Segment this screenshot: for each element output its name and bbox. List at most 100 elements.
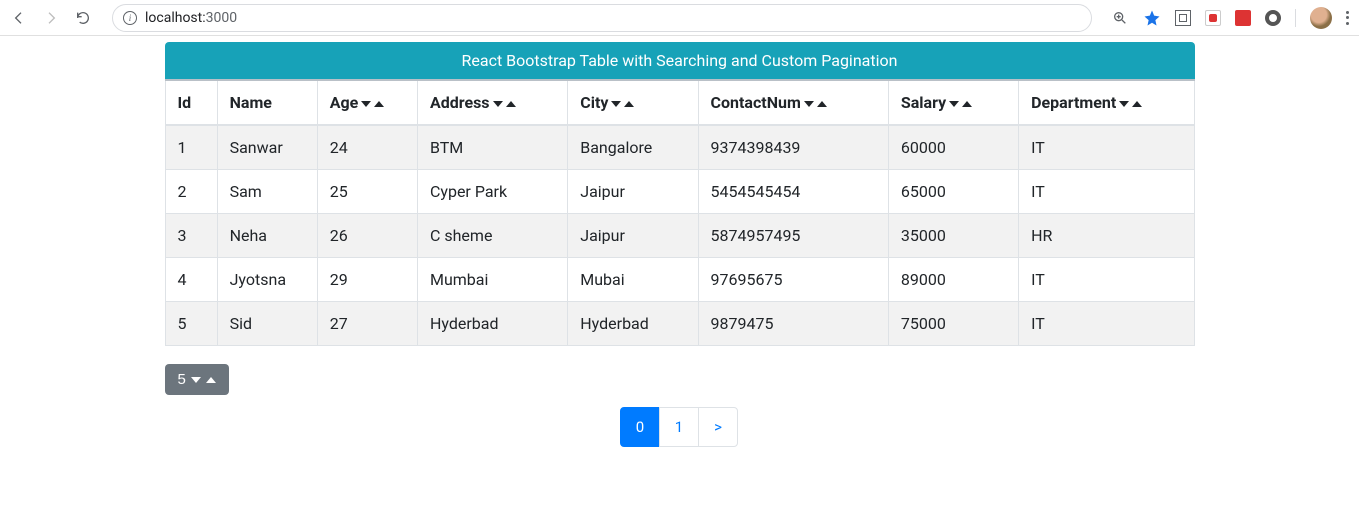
table-cell: 1	[165, 125, 217, 170]
table-cell: Cyper Park	[417, 170, 567, 214]
table-cell: IT	[1019, 258, 1194, 302]
url-text: localhost:3000	[145, 10, 237, 26]
table-cell: Hyderbad	[568, 302, 698, 346]
table-cell: Mumbai	[417, 258, 567, 302]
bookmark-star-icon[interactable]	[1143, 9, 1161, 27]
table-cell: 97695675	[698, 258, 888, 302]
table-cell: 3	[165, 214, 217, 258]
caret-up-icon	[962, 101, 972, 107]
sort-icons	[804, 101, 827, 107]
page-size-value: 5	[178, 371, 186, 388]
table-cell: IT	[1019, 170, 1194, 214]
table-cell: BTM	[417, 125, 567, 170]
column-label: Id	[178, 93, 192, 112]
reload-button[interactable]	[74, 9, 92, 27]
column-header[interactable]: Salary	[888, 80, 1018, 125]
table-cell: Bangalore	[568, 125, 698, 170]
table-row: 2Sam25Cyper ParkJaipur545454545465000IT	[165, 170, 1194, 214]
table-row: 1Sanwar24BTMBangalore937439843960000IT	[165, 125, 1194, 170]
column-label: City	[580, 93, 608, 112]
table-cell: 9374398439	[698, 125, 888, 170]
pagination-page[interactable]: 1	[659, 407, 699, 447]
caret-down-icon	[804, 101, 814, 107]
sort-icons	[493, 101, 516, 107]
url-bar[interactable]: i localhost:3000	[112, 4, 1092, 32]
sort-icons	[949, 101, 972, 107]
table-cell: 65000	[888, 170, 1018, 214]
table-cell: IT	[1019, 302, 1194, 346]
table-cell: Hyderbad	[417, 302, 567, 346]
caret-down-icon	[191, 377, 201, 383]
caret-up-icon	[206, 377, 216, 383]
sort-icons	[611, 101, 634, 107]
caret-down-icon	[949, 101, 959, 107]
column-header[interactable]: Age	[317, 80, 417, 125]
column-header[interactable]: Address	[417, 80, 567, 125]
site-info-icon[interactable]: i	[123, 11, 137, 25]
extension-icon[interactable]	[1235, 10, 1251, 26]
table-cell: Jyotsna	[217, 258, 317, 302]
table-cell: Neha	[217, 214, 317, 258]
page-content: React Bootstrap Table with Searching and…	[165, 42, 1195, 477]
column-header[interactable]: Department	[1019, 80, 1194, 125]
table-cell: 2	[165, 170, 217, 214]
forward-button[interactable]	[42, 9, 60, 27]
caret-up-icon	[1132, 101, 1142, 107]
table-row: 5Sid27HyderbadHyderbad987947575000IT	[165, 302, 1194, 346]
pagination-next[interactable]: >	[698, 407, 738, 447]
table-cell: 29	[317, 258, 417, 302]
table-cell: Jaipur	[568, 170, 698, 214]
column-label: Age	[330, 93, 359, 112]
column-label: Name	[230, 93, 272, 112]
profile-avatar[interactable]	[1310, 7, 1332, 29]
caret-up-icon	[817, 101, 827, 107]
table-row: 4Jyotsna29MumbaiMubai9769567589000IT	[165, 258, 1194, 302]
caret-up-icon	[374, 101, 384, 107]
table-cell: Sid	[217, 302, 317, 346]
page-size-dropdown[interactable]: 5	[165, 364, 229, 395]
caret-down-icon	[1119, 101, 1129, 107]
table-cell: 25	[317, 170, 417, 214]
table-cell: 5874957495	[698, 214, 888, 258]
pagination-page[interactable]: 0	[620, 407, 660, 447]
extension-icon[interactable]	[1205, 10, 1221, 26]
table-cell: 60000	[888, 125, 1018, 170]
sort-icons	[1119, 101, 1142, 107]
column-label: Department	[1031, 93, 1116, 112]
table-cell: 89000	[888, 258, 1018, 302]
caret-down-icon	[611, 101, 621, 107]
caret-down-icon	[493, 101, 503, 107]
table-cell: 35000	[888, 214, 1018, 258]
sort-icons	[361, 101, 384, 107]
column-label: Address	[430, 93, 490, 112]
column-header[interactable]: ContactNum	[698, 80, 888, 125]
zoom-icon[interactable]	[1111, 9, 1129, 27]
table-cell: HR	[1019, 214, 1194, 258]
extension-icon[interactable]	[1265, 10, 1281, 26]
table-cell: 26	[317, 214, 417, 258]
data-table: Id Name Age Address City ContactNum Salary Depa…	[165, 79, 1195, 346]
caret-up-icon	[506, 101, 516, 107]
table-cell: 5454545454	[698, 170, 888, 214]
table-cell: Mubai	[568, 258, 698, 302]
column-header: Name	[217, 80, 317, 125]
browser-menu-icon[interactable]	[1346, 11, 1349, 25]
page-title: React Bootstrap Table with Searching and…	[165, 42, 1195, 79]
table-cell: Sam	[217, 170, 317, 214]
table-cell: 24	[317, 125, 417, 170]
toolbar-right	[1111, 7, 1349, 29]
column-label: ContactNum	[711, 93, 801, 112]
pagination: 01>	[165, 407, 1195, 447]
column-header[interactable]: City	[568, 80, 698, 125]
table-cell: 27	[317, 302, 417, 346]
toolbar-divider	[1295, 9, 1296, 27]
table-row: 3Neha26C shemeJaipur587495749535000HR	[165, 214, 1194, 258]
table-cell: Jaipur	[568, 214, 698, 258]
extension-icon[interactable]	[1175, 10, 1191, 26]
table-cell: IT	[1019, 125, 1194, 170]
table-cell: 9879475	[698, 302, 888, 346]
table-cell: Sanwar	[217, 125, 317, 170]
back-button[interactable]	[10, 9, 28, 27]
column-label: Salary	[901, 93, 946, 112]
table-cell: 75000	[888, 302, 1018, 346]
